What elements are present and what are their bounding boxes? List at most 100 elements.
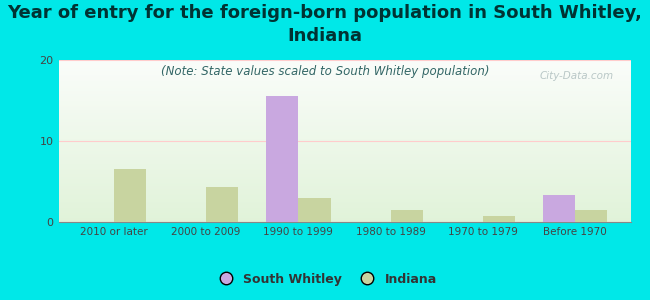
Bar xyxy=(58,162,630,163)
Bar xyxy=(58,142,630,143)
Bar xyxy=(58,72,630,73)
Bar xyxy=(58,76,630,77)
Bar xyxy=(58,136,630,137)
Bar xyxy=(58,115,630,116)
Bar xyxy=(58,120,630,121)
Bar xyxy=(58,156,630,157)
Bar xyxy=(58,163,630,164)
Bar xyxy=(58,61,630,62)
Bar xyxy=(58,186,630,187)
Bar xyxy=(58,176,630,177)
Bar xyxy=(58,147,630,148)
Bar xyxy=(58,148,630,149)
Bar xyxy=(58,87,630,88)
Bar xyxy=(58,126,630,127)
Legend: South Whitley, Indiana: South Whitley, Indiana xyxy=(208,268,442,291)
Bar xyxy=(114,169,146,222)
Bar xyxy=(58,182,630,183)
Bar xyxy=(58,178,630,179)
Bar xyxy=(58,108,630,109)
Text: (Note: State values scaled to South Whitley population): (Note: State values scaled to South Whit… xyxy=(161,64,489,77)
Bar xyxy=(58,118,630,119)
Bar xyxy=(58,125,630,126)
Bar xyxy=(58,166,630,167)
Bar xyxy=(58,60,630,61)
Bar xyxy=(58,207,630,208)
Bar xyxy=(58,214,630,215)
Bar xyxy=(58,103,630,104)
Bar xyxy=(58,68,630,69)
Bar xyxy=(58,116,630,117)
Bar xyxy=(58,190,630,191)
Bar xyxy=(58,114,630,115)
Bar xyxy=(58,160,630,161)
Bar xyxy=(58,137,630,138)
Bar xyxy=(58,64,630,65)
Bar xyxy=(58,187,630,188)
Bar xyxy=(58,84,630,85)
Bar xyxy=(58,128,630,129)
Bar xyxy=(58,89,630,90)
Bar xyxy=(206,187,239,222)
Bar xyxy=(575,210,608,222)
Bar xyxy=(58,192,630,193)
Bar xyxy=(58,191,630,192)
Bar xyxy=(58,140,630,141)
Bar xyxy=(58,71,630,72)
Bar xyxy=(58,98,630,99)
Bar xyxy=(58,130,630,131)
Bar xyxy=(58,200,630,201)
Bar xyxy=(58,122,630,123)
Bar xyxy=(58,164,630,165)
Bar xyxy=(58,198,630,199)
Bar xyxy=(58,113,630,114)
Bar xyxy=(58,193,630,194)
Bar xyxy=(58,220,630,221)
Bar xyxy=(58,73,630,74)
Bar xyxy=(58,96,630,97)
Bar xyxy=(58,106,630,107)
Bar xyxy=(58,61,630,62)
Bar xyxy=(58,112,630,113)
Bar xyxy=(298,198,331,222)
Bar xyxy=(58,62,630,63)
Bar xyxy=(58,149,630,150)
Bar xyxy=(266,96,298,222)
Bar xyxy=(58,66,630,67)
Bar xyxy=(58,169,630,170)
Bar xyxy=(58,123,630,124)
Bar xyxy=(58,202,630,203)
Bar xyxy=(58,172,630,173)
Bar xyxy=(58,171,630,172)
Bar xyxy=(58,213,630,214)
Bar xyxy=(58,199,630,200)
Bar xyxy=(58,100,630,101)
Bar xyxy=(58,212,630,213)
Bar xyxy=(58,221,630,222)
Bar xyxy=(58,81,630,82)
Bar xyxy=(58,158,630,159)
Bar xyxy=(58,180,630,181)
Bar xyxy=(58,135,630,136)
Bar xyxy=(58,150,630,151)
Bar xyxy=(58,92,630,93)
Bar xyxy=(58,86,630,87)
Bar xyxy=(58,80,630,81)
Bar xyxy=(58,219,630,220)
Text: Year of entry for the foreign-born population in South Whitley,
Indiana: Year of entry for the foreign-born popul… xyxy=(8,4,642,45)
Bar xyxy=(58,165,630,166)
Bar xyxy=(58,157,630,158)
Bar xyxy=(58,201,630,202)
Bar xyxy=(58,111,630,112)
Bar xyxy=(58,173,630,174)
Bar xyxy=(58,146,630,147)
Bar xyxy=(58,144,630,145)
Bar xyxy=(58,189,630,190)
Bar xyxy=(58,170,630,171)
Bar xyxy=(58,141,630,142)
Bar xyxy=(58,155,630,156)
Bar xyxy=(58,179,630,180)
Bar xyxy=(58,184,630,185)
Bar xyxy=(58,167,630,168)
Bar xyxy=(58,109,630,110)
